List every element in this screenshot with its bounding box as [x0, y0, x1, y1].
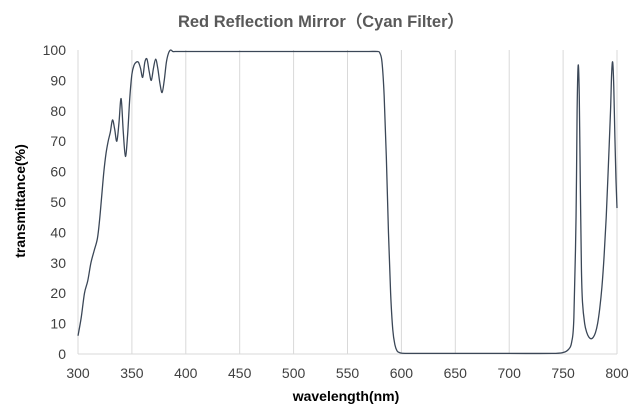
y-tick-label: 100 — [43, 42, 67, 58]
y-tick-label: 60 — [50, 164, 66, 180]
x-tick-label: 500 — [282, 365, 306, 381]
x-tick-label: 450 — [228, 365, 252, 381]
grid-lines — [77, 50, 618, 354]
x-tick-label: 800 — [605, 365, 629, 381]
transmittance-curve — [77, 49, 618, 355]
y-tick-label: 10 — [50, 316, 66, 332]
y-tick-label: 80 — [50, 103, 66, 119]
x-tick-label: 400 — [174, 365, 198, 381]
x-tick-label: 600 — [390, 365, 414, 381]
x-tick-label: 750 — [551, 365, 575, 381]
y-tick-label: 50 — [50, 194, 66, 210]
x-tick-label: 350 — [120, 365, 144, 381]
y-tick-label: 0 — [58, 346, 66, 362]
x-tick-label: 300 — [66, 365, 90, 381]
chart-title: Red Reflection Mirror（Cyan Filter） — [178, 11, 464, 31]
y-tick-label: 30 — [50, 255, 66, 271]
x-tick-label: 550 — [336, 365, 360, 381]
y-tick-label: 20 — [50, 285, 66, 301]
y-axis-label: transmittance(%) — [12, 144, 28, 258]
x-tick-label: 650 — [444, 365, 468, 381]
y-tick-label: 70 — [50, 133, 66, 149]
y-tick-label: 40 — [50, 224, 66, 240]
x-tick-label: 700 — [498, 365, 522, 381]
y-tick-label: 90 — [50, 72, 66, 88]
x-axis-label: wavelength(nm) — [292, 388, 400, 404]
x-tick-labels: 300 350 400 450 500 550 600 650 700 750 800 — [66, 365, 629, 381]
y-tick-labels: 0 10 20 30 40 50 60 70 80 90 100 — [43, 42, 67, 362]
